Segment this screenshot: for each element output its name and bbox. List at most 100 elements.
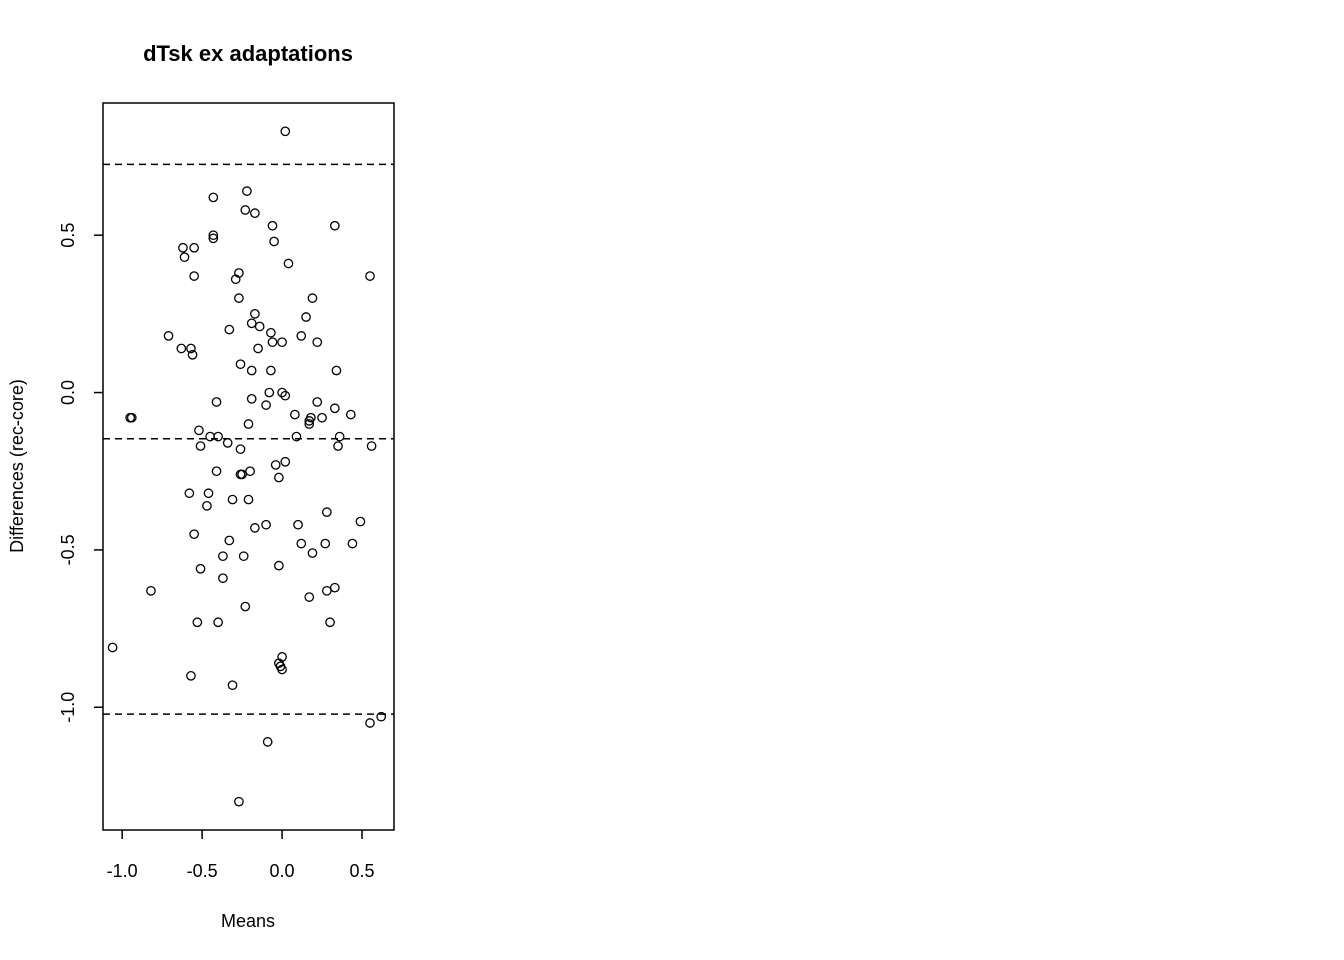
- data-point: [192, 617, 203, 628]
- data-point: [195, 441, 206, 451]
- data-point: [243, 419, 254, 429]
- data-point: [240, 601, 251, 612]
- data-point: [266, 327, 276, 338]
- data-point: [227, 680, 238, 691]
- data-point: [321, 585, 332, 596]
- data-point: [213, 431, 223, 442]
- data-point: [245, 466, 255, 477]
- data-point: [365, 718, 375, 728]
- data-point: [267, 220, 278, 231]
- data-point: [253, 343, 263, 354]
- data-point: [237, 469, 247, 480]
- data-point: [347, 538, 358, 549]
- data-point: [376, 711, 387, 722]
- data-point: [296, 538, 307, 549]
- data-point: [125, 412, 136, 423]
- data-point: [234, 293, 244, 303]
- data-point: [254, 321, 265, 332]
- data-point: [230, 274, 241, 285]
- data-point: [283, 258, 294, 269]
- y-tick-label: -1.0: [58, 692, 78, 723]
- data-point: [274, 472, 284, 483]
- data-point: [334, 431, 345, 442]
- data-point: [355, 516, 366, 527]
- data-point: [107, 642, 118, 653]
- data-point: [211, 397, 222, 407]
- data-point: [262, 737, 273, 747]
- data-point: [211, 466, 222, 477]
- data-point: [213, 617, 223, 628]
- data-point: [304, 419, 315, 429]
- data-point: [266, 365, 276, 376]
- data-point: [179, 252, 190, 263]
- data-point: [312, 397, 323, 407]
- data-point: [267, 337, 278, 348]
- data-point: [304, 416, 315, 426]
- data-point: [184, 488, 195, 499]
- data-point: [238, 551, 249, 562]
- data-point: [345, 409, 356, 420]
- y-tick-label: 0.5: [58, 223, 78, 248]
- data-point: [277, 664, 287, 675]
- data-point: [250, 523, 260, 533]
- data-point: [246, 393, 257, 404]
- data-point: [224, 324, 235, 335]
- y-tick-label: -0.5: [58, 534, 78, 565]
- x-tick-label: 0.0: [270, 861, 295, 881]
- data-point: [280, 456, 291, 467]
- data-point: [186, 670, 196, 681]
- data-point: [329, 582, 340, 593]
- data-point: [246, 318, 257, 329]
- data-point: [280, 390, 291, 401]
- data-point: [301, 312, 311, 322]
- data-point: [307, 548, 318, 558]
- data-point: [203, 488, 214, 499]
- data-point: [208, 192, 219, 203]
- data-point: [366, 441, 377, 451]
- x-axis-label: Means: [221, 911, 275, 931]
- y-axis-label: Differences (rec-core): [7, 379, 27, 553]
- data-point: [235, 444, 246, 455]
- data-point: [189, 242, 199, 253]
- data-point: [202, 500, 212, 511]
- data-point: [325, 617, 335, 628]
- data-point: [312, 337, 323, 348]
- data-point: [240, 205, 251, 215]
- data-point: [250, 208, 260, 219]
- y-tick-label: 0.0: [58, 380, 78, 405]
- data-point: [178, 242, 188, 253]
- data-point: [176, 343, 187, 354]
- data-point: [329, 220, 340, 231]
- data-point: [224, 535, 235, 546]
- data-point: [243, 494, 254, 505]
- data-point: [321, 507, 332, 517]
- data-point: [246, 365, 257, 376]
- data-point: [331, 365, 342, 376]
- data-point: [264, 387, 275, 398]
- data-point: [222, 438, 233, 448]
- x-tick-label: -0.5: [187, 861, 218, 881]
- data-point: [195, 563, 206, 574]
- data-point: [218, 551, 228, 562]
- data-point: [218, 573, 228, 584]
- data-point: [270, 460, 281, 470]
- data-point: [205, 431, 215, 442]
- data-point: [208, 233, 219, 244]
- data-point: [187, 349, 198, 360]
- data-point: [146, 585, 156, 596]
- data-point: [242, 186, 252, 196]
- data-point: [163, 331, 174, 341]
- data-point: [269, 236, 279, 247]
- data-point: [296, 331, 307, 341]
- data-point: [365, 271, 375, 281]
- data-point: [261, 400, 271, 410]
- data-point: [277, 337, 287, 348]
- data-point: [189, 529, 199, 540]
- data-point: [234, 796, 244, 807]
- x-tick-label: -1.0: [107, 861, 138, 881]
- data-point: [194, 425, 204, 436]
- data-point: [235, 359, 246, 370]
- data-point: [333, 441, 343, 451]
- data-point: [208, 230, 219, 241]
